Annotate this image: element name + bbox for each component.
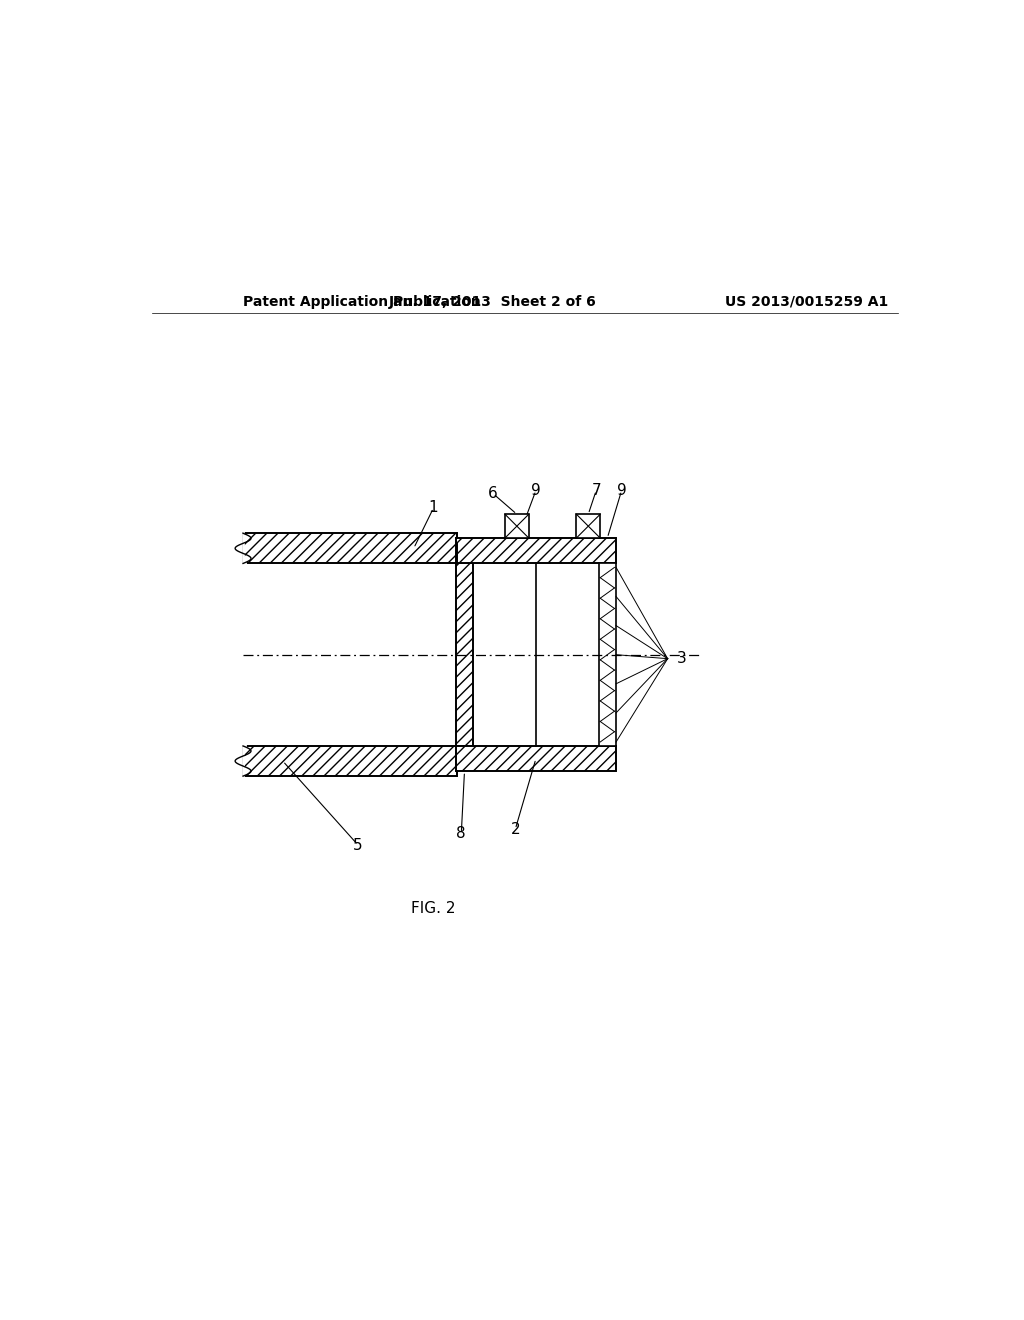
Text: 1: 1 [429, 500, 438, 515]
Text: 7: 7 [592, 483, 601, 498]
Text: 3: 3 [677, 651, 687, 667]
Bar [599, 564, 616, 746]
Bar [243, 564, 458, 746]
Text: FIG. 2: FIG. 2 [412, 902, 456, 916]
Bar [473, 564, 599, 746]
Bar [456, 564, 473, 746]
Text: 8: 8 [457, 826, 466, 841]
Text: US 2013/0015259 A1: US 2013/0015259 A1 [725, 294, 888, 309]
Text: Jan. 17, 2013  Sheet 2 of 6: Jan. 17, 2013 Sheet 2 of 6 [389, 294, 597, 309]
Bar [456, 539, 616, 564]
Text: Patent Application Publication: Patent Application Publication [243, 294, 481, 309]
Bar [243, 746, 458, 776]
Bar [505, 515, 528, 539]
Text: 5: 5 [353, 838, 362, 853]
Text: 6: 6 [488, 486, 498, 502]
Text: 9: 9 [531, 483, 541, 498]
Text: 9: 9 [616, 483, 627, 498]
Bar [456, 746, 616, 771]
Bar [243, 533, 458, 564]
Text: 2: 2 [511, 822, 520, 837]
Bar [577, 515, 600, 539]
